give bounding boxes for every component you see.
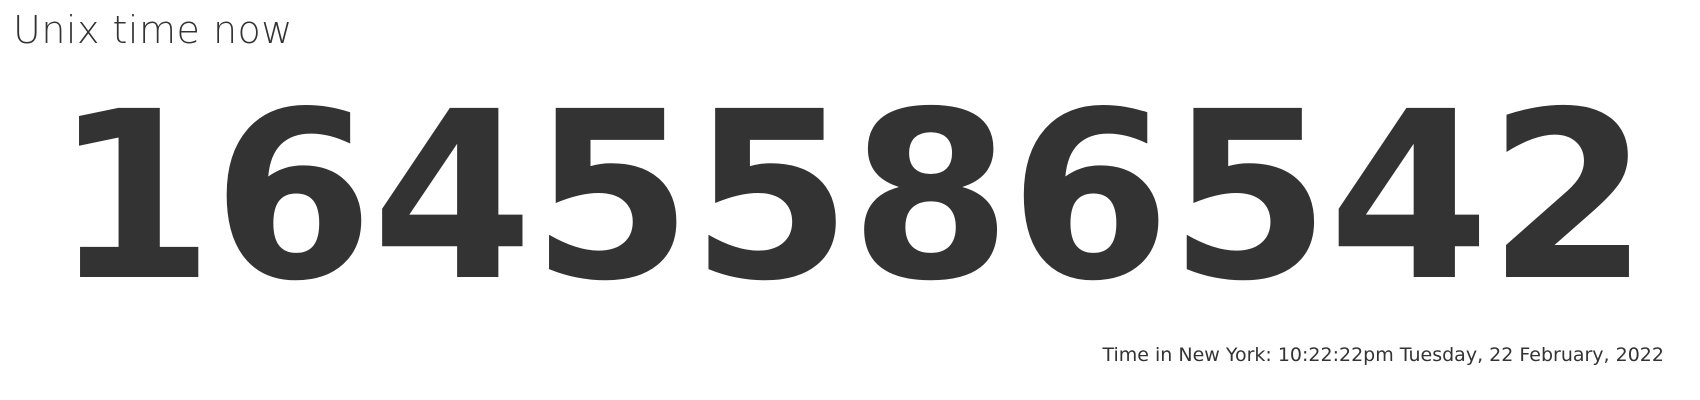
unix-timestamp-display: 1645586542 [52, 62, 1649, 332]
page-title: Unix time now [13, 8, 293, 52]
local-time-text: Time in New York: 10:22:22pm Tuesday, 22… [1102, 344, 1664, 366]
